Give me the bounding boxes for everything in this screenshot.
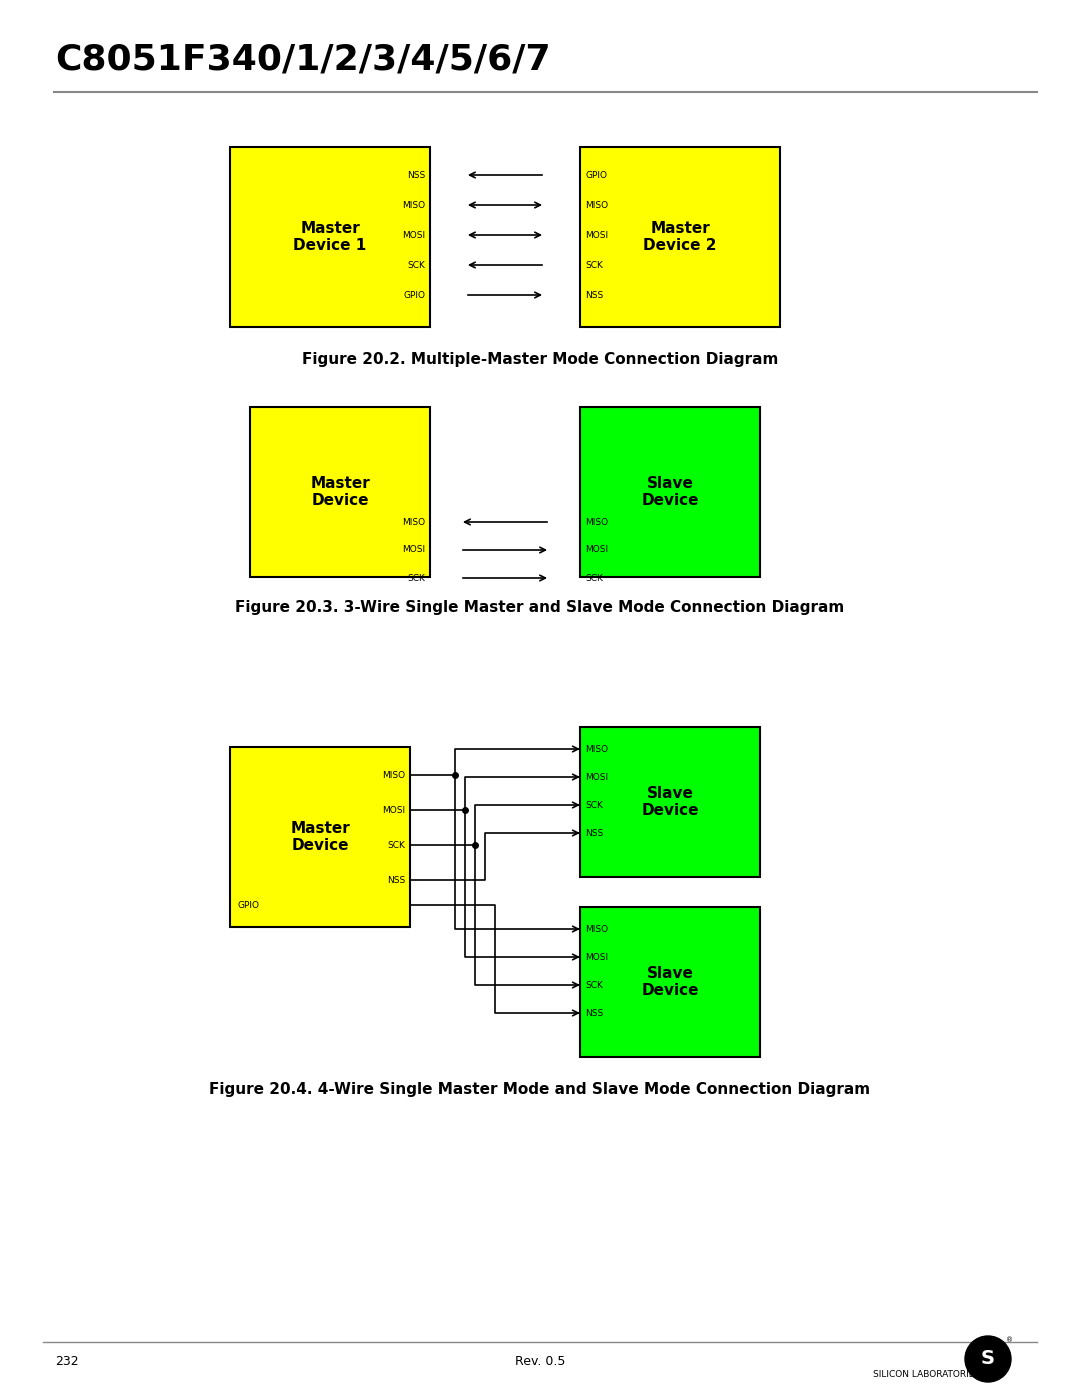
- Text: ®: ®: [1007, 1337, 1013, 1343]
- Text: NSS: NSS: [585, 291, 604, 299]
- Text: MOSI: MOSI: [402, 231, 426, 239]
- Text: NSS: NSS: [407, 170, 426, 179]
- Text: NSS: NSS: [585, 828, 604, 837]
- Text: GPIO: GPIO: [403, 291, 426, 299]
- FancyBboxPatch shape: [580, 407, 760, 577]
- Text: MISO: MISO: [585, 925, 608, 933]
- Text: SCK: SCK: [585, 800, 603, 809]
- FancyBboxPatch shape: [249, 407, 430, 577]
- Text: SCK: SCK: [387, 841, 405, 849]
- Text: MOSI: MOSI: [382, 806, 405, 814]
- Text: Master
Device 2: Master Device 2: [644, 221, 717, 253]
- Text: Figure 20.4. 4-Wire Single Master Mode and Slave Mode Connection Diagram: Figure 20.4. 4-Wire Single Master Mode a…: [210, 1083, 870, 1097]
- FancyBboxPatch shape: [580, 907, 760, 1058]
- Text: SCK: SCK: [407, 574, 426, 583]
- Text: MISO: MISO: [585, 201, 608, 210]
- Text: MOSI: MOSI: [585, 545, 608, 555]
- FancyBboxPatch shape: [230, 747, 410, 928]
- Circle shape: [966, 1336, 1011, 1382]
- Text: Slave
Device: Slave Device: [642, 965, 699, 999]
- Text: MOSI: MOSI: [585, 231, 608, 239]
- Text: Rev. 0.5: Rev. 0.5: [515, 1355, 565, 1368]
- Text: C8051F340/1/2/3/4/5/6/7: C8051F340/1/2/3/4/5/6/7: [55, 42, 551, 75]
- Text: Master
Device 1: Master Device 1: [294, 221, 366, 253]
- Text: MISO: MISO: [585, 745, 608, 753]
- Text: GPIO: GPIO: [585, 170, 607, 179]
- FancyBboxPatch shape: [580, 147, 780, 327]
- Text: MOSI: MOSI: [585, 953, 608, 961]
- Text: SCK: SCK: [407, 260, 426, 270]
- Text: SCK: SCK: [585, 981, 603, 989]
- Text: Slave
Device: Slave Device: [642, 785, 699, 819]
- Text: SCK: SCK: [585, 260, 603, 270]
- Text: SILICON LABORATORIES: SILICON LABORATORIES: [873, 1370, 980, 1379]
- Text: MISO: MISO: [402, 201, 426, 210]
- Text: Master
Device: Master Device: [310, 476, 369, 509]
- Text: S: S: [981, 1350, 995, 1369]
- Text: MISO: MISO: [585, 517, 608, 527]
- Text: Figure 20.2. Multiple-Master Mode Connection Diagram: Figure 20.2. Multiple-Master Mode Connec…: [301, 352, 779, 367]
- FancyBboxPatch shape: [580, 726, 760, 877]
- Text: GPIO: GPIO: [238, 901, 260, 909]
- Text: Figure 20.3. 3-Wire Single Master and Slave Mode Connection Diagram: Figure 20.3. 3-Wire Single Master and Sl…: [235, 599, 845, 615]
- FancyBboxPatch shape: [230, 147, 430, 327]
- Text: NSS: NSS: [585, 1009, 604, 1017]
- Text: NSS: NSS: [387, 876, 405, 884]
- Text: MISO: MISO: [402, 517, 426, 527]
- Text: MISO: MISO: [382, 771, 405, 780]
- Text: SCK: SCK: [585, 574, 603, 583]
- Text: Master
Device: Master Device: [291, 821, 350, 854]
- Text: MOSI: MOSI: [402, 545, 426, 555]
- Text: MOSI: MOSI: [585, 773, 608, 781]
- Text: 232: 232: [55, 1355, 79, 1368]
- Text: Slave
Device: Slave Device: [642, 476, 699, 509]
